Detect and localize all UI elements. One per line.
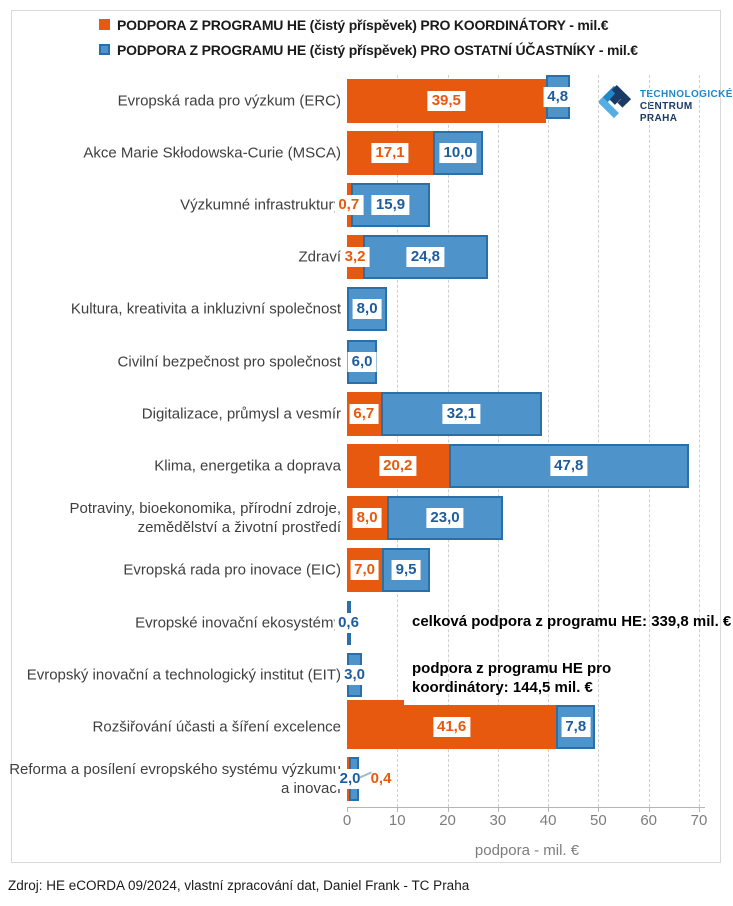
value-label-others: 3,0	[340, 664, 369, 685]
logo-line-1: TECHNOLOGICKÉ	[639, 89, 733, 100]
value-label-others: 2,0	[335, 769, 365, 790]
tc-praha-logo-icon	[597, 84, 631, 119]
value-label-coordinator: 0,7	[334, 195, 364, 215]
x-tick-label: 20	[439, 812, 456, 829]
category-label: Akce Marie Skłodowska-Curie (MSCA)	[83, 144, 341, 162]
legend-swatch-others	[99, 44, 110, 55]
category-label: Civilní bezpečnost pro společnost	[117, 353, 341, 371]
legend-swatch-coordinators	[99, 19, 110, 30]
value-label-coordinator: 41,6	[432, 717, 471, 737]
value-label-coordinator: 8,0	[352, 508, 382, 529]
category-label: Digitalizace, průmysl a vesmír	[141, 405, 341, 423]
x-tick-label: 40	[539, 812, 557, 829]
value-label-others: 47,8	[550, 456, 588, 476]
value-label-others: 10,0	[439, 142, 477, 163]
x-tick-label: 10	[388, 812, 406, 829]
legend-label-coordinators: PODPORA Z PROGRAMU HE (čistý příspěvek) …	[117, 17, 609, 33]
category-label: Rozšiřování účasti a šíření excelence	[92, 718, 341, 736]
axis-tick-mark	[397, 807, 399, 812]
value-label-others: 24,8	[406, 247, 445, 268]
value-label-others: 9,5	[391, 560, 421, 581]
value-label-coordinator: 3,2	[340, 247, 370, 268]
gridline	[598, 75, 600, 807]
bar-segment-coordinator-ledge	[347, 700, 404, 706]
value-label-coordinator: 17,1	[371, 142, 409, 163]
value-label-others: 7,8	[561, 717, 591, 737]
value-label-coordinator: 39,5	[427, 90, 465, 111]
gridline	[397, 75, 399, 807]
logo-line-2: CENTRUM PRAHA	[639, 101, 693, 124]
value-label-coordinator: 0,4	[366, 769, 396, 790]
legend-item-others: PODPORA Z PROGRAMU HE (čistý příspěvek) …	[99, 42, 638, 58]
axis-tick-mark	[548, 807, 550, 812]
value-label-coordinator: 6,7	[349, 403, 379, 424]
axis-tick-mark	[447, 807, 449, 812]
category-label: Potraviny, bioekonomika, přírodní zdroje…	[69, 500, 341, 537]
axis-tick-mark	[497, 807, 499, 812]
annotation-coordinator-support: podpora z programu HE pro koordinátory: …	[412, 660, 612, 696]
category-label: Evropská rada pro inovace (EIC)	[123, 561, 341, 579]
gridline	[497, 75, 499, 807]
tc-praha-logo-text: TECHNOLOGICKÉ CENTRUM PRAHA	[640, 83, 733, 125]
value-label-others: 0,6	[334, 612, 363, 633]
x-tick-label: 60	[640, 812, 658, 829]
axis-tick-mark	[598, 807, 600, 812]
x-tick-label: 50	[590, 812, 607, 829]
gridline	[648, 75, 650, 807]
source-line: Zdroj: HE eCORDA 09/2024, vlastní zpraco…	[8, 878, 470, 893]
x-tick-label: 0	[342, 812, 352, 829]
category-label: Evropská rada pro výzkum (ERC)	[117, 92, 341, 110]
gridline	[447, 75, 449, 807]
axis-tick-mark	[648, 807, 650, 812]
category-label: Klima, energetika a doprava	[154, 457, 341, 475]
x-tick-label: 70	[690, 812, 708, 829]
axis-tick-mark	[698, 807, 700, 812]
value-label-others: 6,0	[347, 351, 377, 372]
category-label: Reforma a posílení evropského systému vý…	[9, 761, 341, 798]
tc-praha-logo: TECHNOLOGICKÉ CENTRUM PRAHA	[595, 83, 733, 125]
category-label: Výzkumné infrastruktury	[180, 196, 341, 214]
value-label-others: 4,8	[543, 86, 573, 107]
gridline	[548, 75, 550, 807]
value-label-others: 8,0	[352, 299, 382, 320]
value-label-coordinator: 7,0	[350, 560, 380, 581]
value-label-coordinator: 20,2	[379, 456, 417, 476]
value-label-others: 23,0	[426, 508, 464, 529]
value-label-others: 32,1	[442, 403, 480, 424]
category-label: Kultura, kreativita a inkluzivní společn…	[70, 300, 341, 318]
x-axis-title: podpora - mil. €	[474, 842, 580, 859]
x-tick-label: 30	[489, 812, 507, 829]
category-label: Zdraví	[298, 248, 341, 266]
bar-segment-others	[387, 496, 503, 541]
value-label-others: 15,9	[371, 195, 410, 215]
legend-label-others: PODPORA Z PROGRAMU HE (čistý příspěvek) …	[117, 42, 638, 58]
axis-tick-mark	[347, 807, 348, 812]
category-label: Evropský inovační a technologický instit…	[26, 666, 341, 684]
legend-item-coordinators: PODPORA Z PROGRAMU HE (čistý příspěvek) …	[99, 17, 608, 33]
annotation-total-support: celková podpora z programu HE: 339,8 mil…	[412, 613, 732, 630]
x-axis-line	[347, 807, 705, 808]
gridline	[698, 75, 700, 807]
category-label: Evropské inovační ekosystémy	[135, 614, 341, 632]
